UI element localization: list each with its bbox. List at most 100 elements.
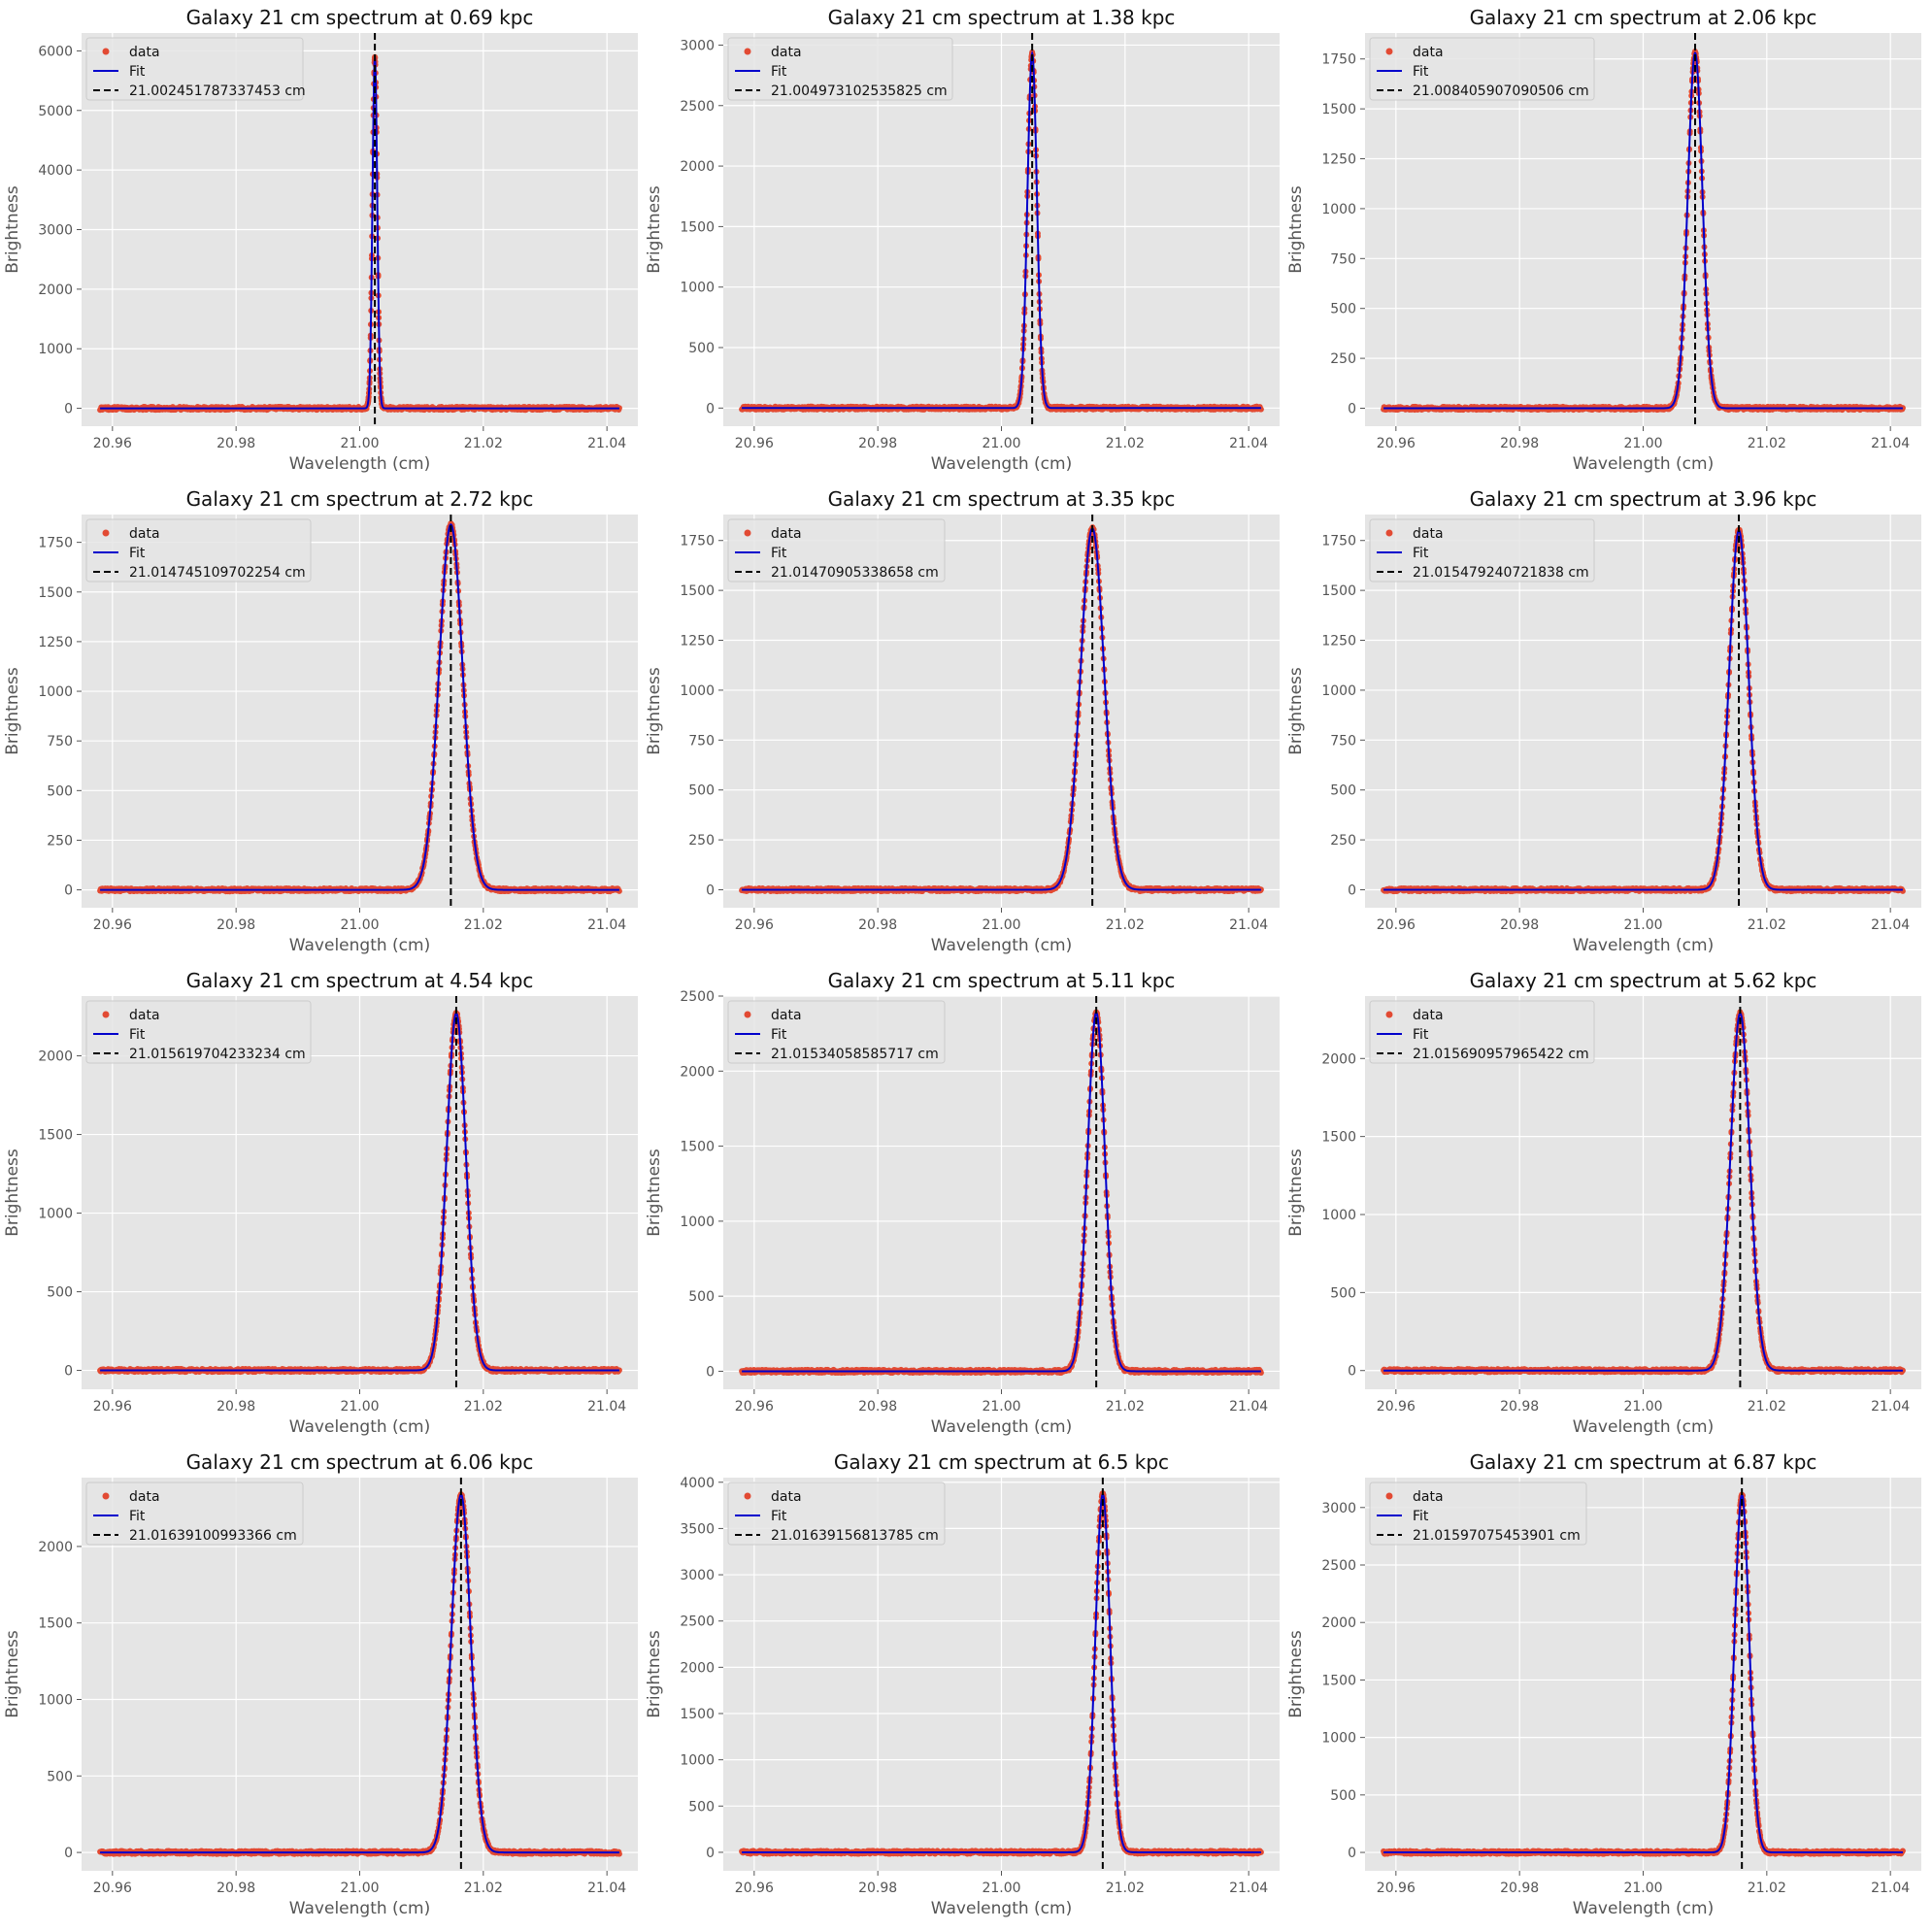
x-tick-label: 20.98 [858,436,897,451]
legend-data-label: data [129,45,160,60]
x-tick-label: 20.96 [735,436,774,451]
x-axis-label: Wavelength (cm) [289,936,430,955]
fit-line [742,50,1261,410]
y-tick-label: 0 [64,402,73,417]
y-tick-label: 1500 [680,583,715,599]
legend-box [85,37,304,101]
panel-2: 20.96 20.98 21.00 21.02 21.04050010001500200… [645,6,1280,474]
legend: data Fit 21.004973102535825 cm [727,37,953,101]
panel-5: 20.96 20.98 21.00 21.02 21.04025050075010001… [645,487,1280,955]
y-tick-label: 750 [688,733,715,749]
y-tick-label: 750 [1330,251,1356,267]
legend-box [727,37,953,101]
panel-title: Galaxy 21 cm spectrum at 0.69 kpc [186,6,534,29]
x-tick-label: 20.98 [858,917,897,933]
y-tick-label: 500 [688,783,715,799]
x-tick-label: 21.02 [1106,436,1145,451]
plot-content [97,33,622,426]
x-tick-label: 21.04 [1871,436,1910,451]
legend-data-marker [744,48,751,55]
plot-content [739,33,1264,426]
legend-box [1369,37,1595,101]
x-tick-label: 20.98 [1500,436,1539,451]
panel-title: Galaxy 21 cm spectrum at 2.06 kpc [1470,6,1817,29]
fit-line [100,56,619,410]
x-axis-label: Wavelength (cm) [1573,454,1714,474]
legend-data-marker [102,48,110,55]
x-tick-label: 21.00 [982,436,1020,451]
fit-line [1383,50,1903,410]
x-axis-label: Wavelength (cm) [931,454,1072,474]
y-tick-label: 1500 [680,219,715,235]
legend-fit-label: Fit [129,546,146,561]
legend-data-label: data [1413,45,1444,60]
legend-data-marker [1385,48,1393,55]
y-tick-label: 1000 [680,281,715,296]
panel-4: 20.96 20.98 21.00 21.02 21.04025050075010001… [3,487,638,955]
x-axis-label: Wavelength (cm) [289,454,430,474]
y-tick-label: 1000 [38,342,73,357]
x-tick-label: 21.04 [587,917,626,933]
x-tick-label: 21.00 [340,917,379,933]
legend-fit-label: Fit [129,64,146,80]
plot-content [1381,33,1906,426]
legend-center-label: 21.014745109702254 cm [129,565,306,581]
panel-title: Galaxy 21 cm spectrum at 2.72 kpc [186,487,534,511]
y-tick-label: 1000 [1321,202,1356,217]
legend-fit-label: Fit [771,64,787,80]
panel-title: Galaxy 21 cm spectrum at 1.38 kpc [828,6,1176,29]
y-tick-label: 3000 [38,223,73,239]
x-tick-label: 20.98 [217,436,255,451]
legend-center-label: 21.008405907090506 cm [1413,83,1589,99]
legend: data Fit 21.008405907090506 cm [1369,37,1595,101]
y-tick-label: 0 [706,882,715,898]
legend-data-label: data [129,526,160,542]
x-tick-label: 20.98 [217,917,255,933]
legend-fit-label: Fit [1413,64,1429,80]
x-tick-label: 21.02 [1106,917,1145,933]
x-tick-label: 20.96 [735,917,774,933]
y-tick-label: 500 [47,783,73,799]
y-tick-label: 1000 [680,683,715,699]
x-tick-label: 20.96 [1377,436,1416,451]
x-tick-label: 21.04 [587,436,626,451]
x-tick-label: 20.96 [93,917,132,933]
y-tick-label: 2000 [680,159,715,175]
legend: data Fit 21.014745109702254 cm [85,518,312,583]
y-tick-label: 3000 [680,38,715,53]
legend-box [85,518,312,583]
y-tick-label: 0 [1348,401,1356,416]
plot-content [739,515,1264,908]
y-tick-label: 750 [47,734,73,749]
y-tick-label: 500 [1330,302,1356,317]
panel-3: 20.96 20.98 21.00 21.02 21.04 0 250 500 750 1000 1… [1286,6,1921,474]
y-tick-label: 250 [1330,351,1356,367]
y-tick-label: 500 [688,341,715,356]
x-tick-label: 21.00 [340,436,379,451]
legend-data-label: data [771,45,802,60]
y-axis-label: Brightness [3,185,22,274]
x-tick-label: 21.02 [464,917,503,933]
panel-1: 20.96 20.98 21.00 21.02 21.04010002000300040… [3,6,638,474]
y-tick-label: 1750 [680,534,715,549]
x-tick-label: 21.02 [1748,436,1786,451]
y-tick-label: 1250 [680,634,715,649]
x-tick-label: 21.00 [1623,436,1662,451]
y-tick-label: 1500 [1321,102,1356,117]
y-tick-label: 1250 [38,635,73,650]
x-tick-label: 21.02 [464,436,503,451]
y-axis-label: Brightness [3,667,22,755]
y-tick-label: 250 [47,833,73,849]
legend-data-marker [102,529,110,537]
y-axis-label: Brightness [1286,185,1306,274]
y-tick-label: 1750 [1321,52,1356,68]
y-tick-label: 0 [706,401,715,416]
y-tick-label: 0 [64,883,73,899]
y-axis-label: Brightness [645,185,664,274]
fit-line [100,523,619,891]
legend-center-label: 21.004973102535825 cm [771,83,948,99]
y-tick-label: 250 [688,833,715,849]
x-tick-label: 20.96 [93,436,132,451]
